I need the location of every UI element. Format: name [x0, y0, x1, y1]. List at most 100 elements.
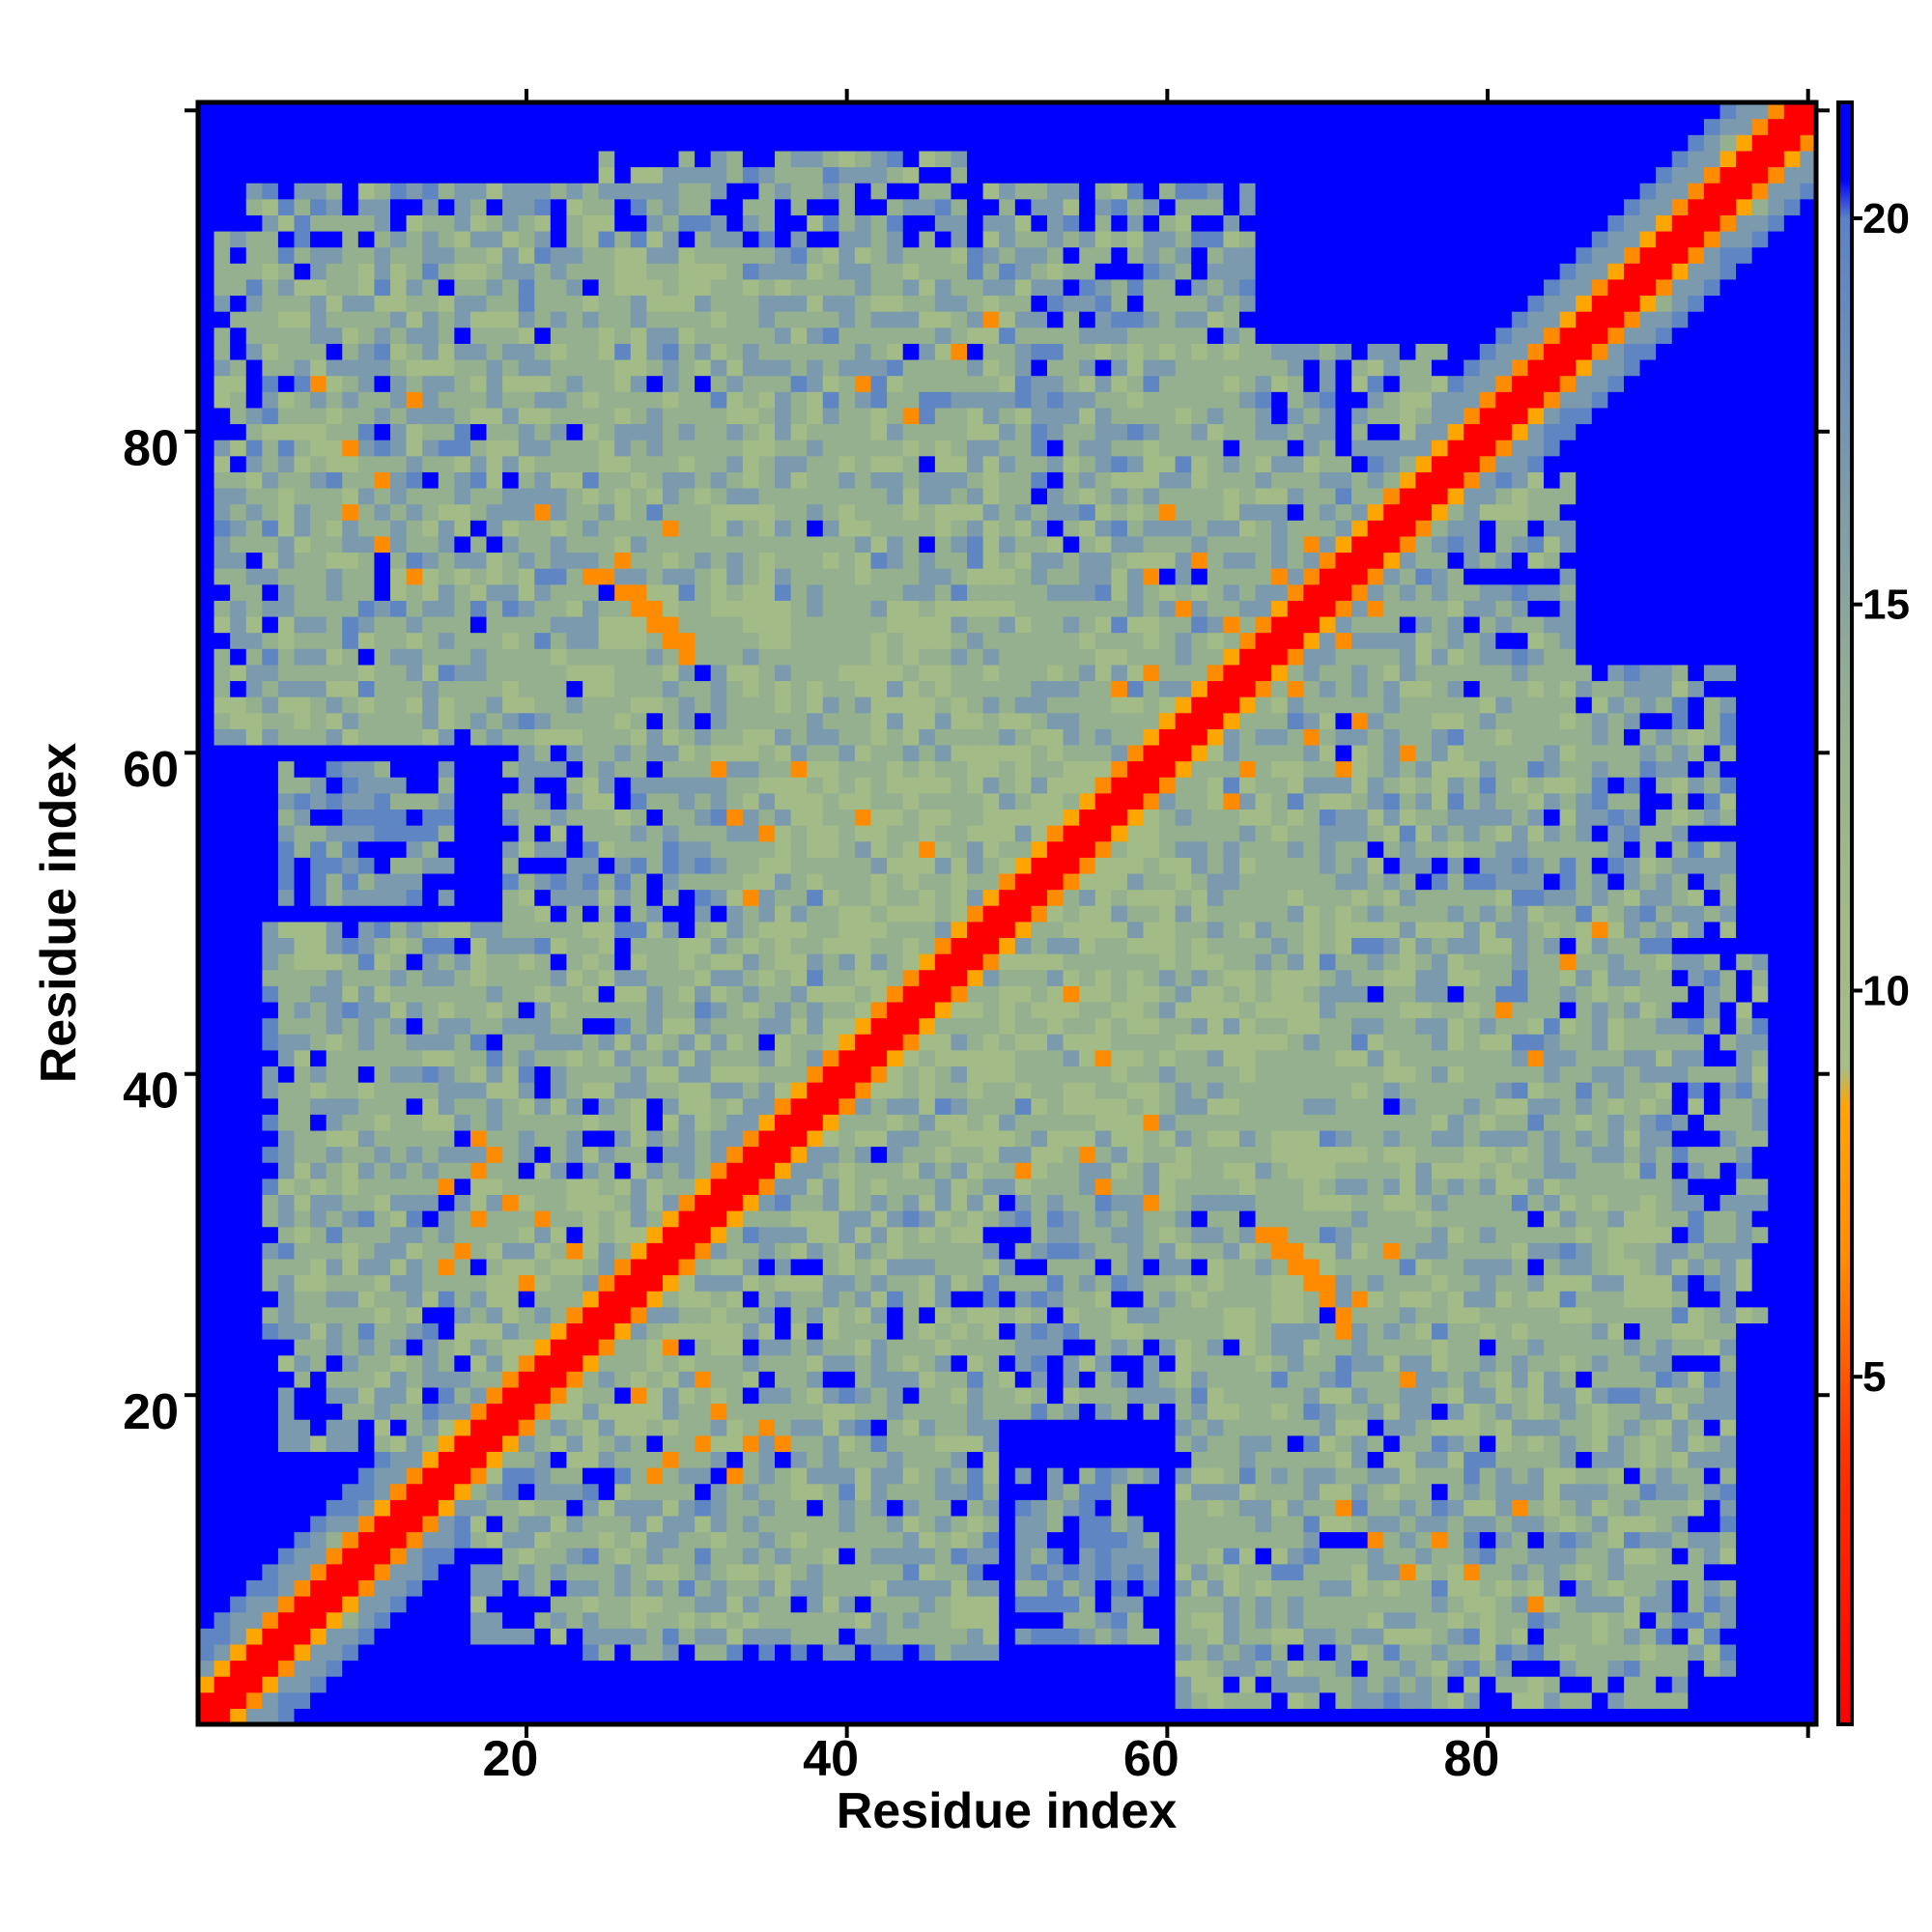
- heatmap-cell: [454, 1691, 471, 1709]
- heatmap-cell: [550, 857, 568, 874]
- heatmap-cell: [294, 969, 311, 986]
- heatmap-cell: [518, 921, 535, 939]
- heatmap-cell: [534, 728, 552, 746]
- heatmap-cell: [277, 600, 296, 617]
- heatmap-cell: [469, 1146, 488, 1163]
- heatmap-cell: [887, 263, 904, 280]
- heatmap-cell: [550, 1065, 568, 1083]
- heatmap-cell: [598, 166, 615, 184]
- heatmap-cell: [646, 295, 664, 312]
- heatmap-cell: [790, 311, 808, 328]
- heatmap-cell: [838, 840, 856, 858]
- heatmap-cell: [934, 263, 952, 280]
- heatmap-cell: [614, 1531, 632, 1548]
- heatmap-cell: [695, 1226, 712, 1243]
- heatmap-cell: [469, 102, 488, 120]
- heatmap-cell: [598, 1676, 615, 1693]
- heatmap-cell: [838, 1708, 856, 1725]
- heatmap-cell: [406, 1065, 423, 1083]
- heatmap-cell: [838, 183, 856, 200]
- heatmap-cell: [887, 503, 904, 521]
- heatmap-cell: [550, 535, 568, 554]
- heatmap-cell: [294, 1515, 311, 1533]
- heatmap-cell: [550, 1354, 568, 1372]
- heatmap-cell: [534, 953, 552, 971]
- heatmap-cell: [934, 1129, 952, 1148]
- heatmap-cell: [838, 937, 856, 954]
- heatmap-cell: [790, 1258, 808, 1276]
- heatmap-cell: [758, 1403, 776, 1420]
- heatmap-cell: [919, 1563, 936, 1580]
- heatmap-cell: [326, 1322, 343, 1340]
- heatmap-cell: [646, 118, 664, 135]
- heatmap-cell: [919, 1291, 936, 1308]
- heatmap-cell: [245, 632, 263, 649]
- heatmap-cell: [422, 1291, 440, 1308]
- heatmap-cell: [486, 744, 503, 762]
- heatmap-cell: [230, 632, 247, 649]
- heatmap-cell: [934, 1339, 952, 1356]
- heatmap-cell: [213, 985, 231, 1003]
- heatmap-cell: [854, 1371, 872, 1388]
- heatmap-cell: [646, 889, 664, 906]
- heatmap-cell: [742, 1226, 760, 1243]
- heatmap-cell: [790, 1467, 808, 1485]
- heatmap-cell: [486, 840, 503, 858]
- heatmap-cell: [357, 150, 376, 168]
- heatmap-cell: [486, 1371, 503, 1388]
- heatmap-cell: [822, 1258, 839, 1276]
- heatmap-cell: [534, 583, 552, 601]
- heatmap-cell: [838, 1034, 856, 1051]
- heatmap-cell: [870, 1001, 888, 1019]
- heatmap-cell: [390, 1082, 408, 1099]
- heatmap-cell: [678, 985, 696, 1003]
- heatmap-cell: [726, 712, 744, 729]
- heatmap-cell: [438, 134, 455, 152]
- heatmap-cell: [614, 1129, 632, 1148]
- heatmap-cell: [374, 1563, 391, 1580]
- heatmap-cell: [550, 1499, 568, 1517]
- heatmap-cell: [502, 969, 520, 986]
- heatmap-cell: [982, 1371, 1000, 1388]
- heatmap-cell: [695, 198, 712, 215]
- heatmap-cell: [887, 1162, 904, 1179]
- heatmap-cell: [742, 1274, 760, 1292]
- heatmap-cell: [758, 552, 776, 569]
- heatmap-cell: [870, 792, 888, 810]
- heatmap-cell: [326, 1146, 343, 1163]
- heatmap-cell: [374, 1097, 391, 1115]
- heatmap-cell: [646, 183, 664, 200]
- heatmap-cell: [598, 1515, 615, 1533]
- heatmap-cell: [422, 1339, 440, 1356]
- heatmap-cell: [469, 1531, 488, 1548]
- heatmap-cell: [213, 198, 231, 215]
- heatmap-cell: [213, 1210, 231, 1228]
- heatmap-cell: [294, 102, 311, 120]
- heatmap-cell: [646, 440, 664, 457]
- heatmap-cell: [822, 1548, 839, 1565]
- heatmap-cell: [598, 471, 615, 489]
- heatmap-cell: [870, 632, 888, 649]
- heatmap-cell: [919, 696, 936, 714]
- heatmap-cell: [277, 440, 296, 457]
- heatmap-cell: [310, 1643, 327, 1662]
- heatmap-cell: [582, 872, 600, 891]
- heatmap-cell: [454, 905, 471, 923]
- heatmap-cell: [262, 1210, 279, 1228]
- heatmap-cell: [822, 696, 839, 714]
- heatmap-cell: [245, 615, 263, 634]
- heatmap-cell: [662, 1258, 680, 1276]
- heatmap-cell: [486, 440, 503, 457]
- heatmap-cell: [870, 230, 888, 248]
- heatmap-cell: [726, 1515, 744, 1533]
- heatmap-cell: [438, 263, 455, 280]
- heatmap-cell: [630, 358, 647, 377]
- heatmap-cell: [566, 664, 583, 682]
- heatmap-cell: [438, 166, 455, 184]
- heatmap-cell: [357, 680, 376, 697]
- heatmap-cell: [742, 744, 760, 762]
- heatmap-cell: [758, 1339, 776, 1356]
- heatmap-cell: [213, 1643, 231, 1662]
- heatmap-cell: [550, 1226, 568, 1243]
- heatmap-cell: [710, 278, 727, 297]
